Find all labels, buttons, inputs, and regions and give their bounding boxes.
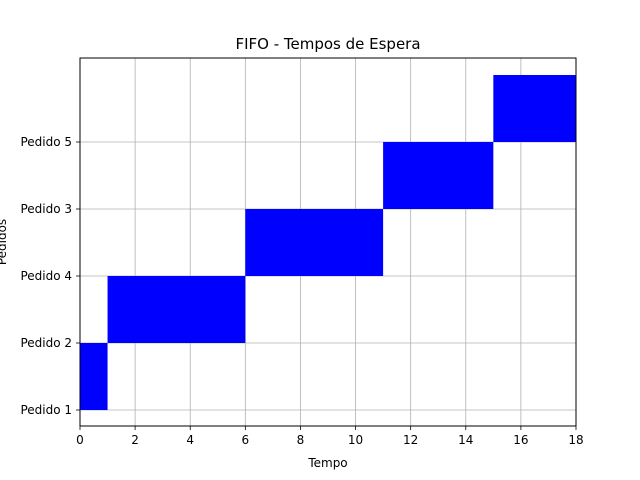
chart-title: FIFO - Tempos de Espera <box>235 35 420 53</box>
bar-3 <box>245 209 384 276</box>
x-tick-label: 14 <box>458 433 473 447</box>
x-tick-label: 6 <box>242 433 250 447</box>
x-tick-label: 12 <box>403 433 418 447</box>
y-tick-label: Pedido 1 <box>20 403 72 417</box>
x-axis-label: Tempo <box>307 456 347 470</box>
x-tick-label: 8 <box>297 433 305 447</box>
x-axis: 0 2 4 6 8 10 12 14 16 18 <box>76 426 584 447</box>
plot-frame <box>79 57 577 427</box>
x-tick-label: 2 <box>131 433 139 447</box>
y-axis: Pedido 1 Pedido 2 Pedido 4 Pedido 3 Pedido 5 <box>20 135 80 417</box>
x-tick-label: 4 <box>186 433 194 447</box>
bars <box>80 75 576 410</box>
x-tick-label: 10 <box>348 433 363 447</box>
y-tick-label: Pedido 2 <box>20 336 72 350</box>
x-tick-label: 16 <box>513 433 528 447</box>
bar-2 <box>107 276 246 343</box>
x-tick-label: 0 <box>76 433 84 447</box>
bar-4 <box>383 142 494 209</box>
bar-5 <box>493 75 576 142</box>
y-axis-label: Pedidos <box>0 219 9 265</box>
y-tick-label: Pedido 5 <box>20 135 72 149</box>
y-tick-label: Pedido 4 <box>20 269 72 283</box>
x-tick-label: 18 <box>568 433 583 447</box>
bar-1 <box>80 343 108 410</box>
y-tick-label: Pedido 3 <box>20 202 72 216</box>
